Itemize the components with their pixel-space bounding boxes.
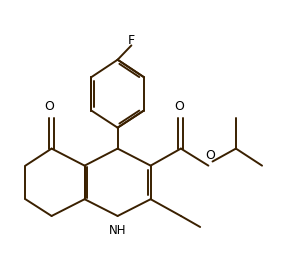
Text: O: O — [45, 100, 54, 113]
Text: O: O — [174, 100, 184, 113]
Text: F: F — [128, 34, 135, 47]
Text: O: O — [205, 149, 215, 161]
Text: NH: NH — [109, 224, 126, 237]
